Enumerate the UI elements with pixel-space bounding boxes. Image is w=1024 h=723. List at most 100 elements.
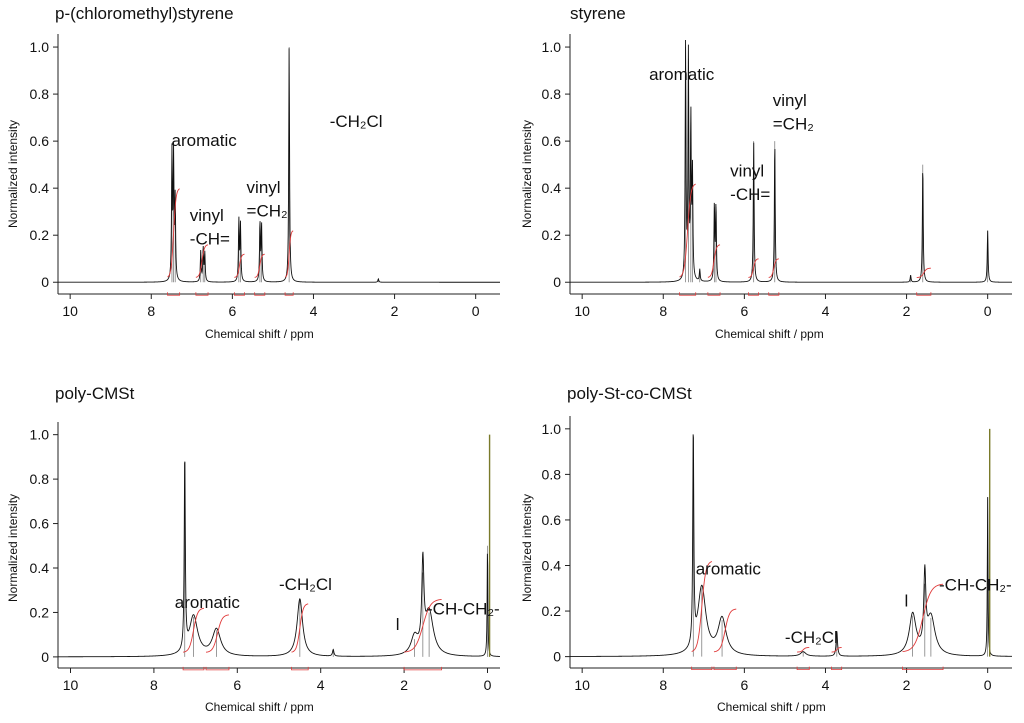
integral-curve bbox=[404, 599, 442, 653]
x-tick-label: 10 bbox=[574, 677, 590, 693]
x-tick-label: 4 bbox=[317, 677, 325, 693]
integral-curve bbox=[797, 647, 810, 653]
spectrum-plot: 0 0.2 0.4 0.6 0.8 1.0 10 8 6 4 2 0 aromatic vinyl -CH=… bbox=[30, 34, 500, 319]
peak-annotation: -CH= bbox=[190, 230, 230, 249]
x-tick-label: 2 bbox=[400, 677, 408, 693]
integral-bracket bbox=[748, 292, 759, 296]
y-tick-label: 0.8 bbox=[30, 86, 50, 102]
x-tick-label: 2 bbox=[391, 303, 399, 319]
x-tick-label: 6 bbox=[228, 303, 236, 319]
x-tick-label: 2 bbox=[903, 677, 911, 693]
integral-bracket bbox=[902, 666, 944, 671]
y-tick-label: 1.0 bbox=[542, 39, 562, 55]
integral-curve bbox=[691, 561, 713, 652]
y-tick-label: 1.0 bbox=[30, 39, 50, 55]
y-tick-label: 1.0 bbox=[30, 427, 50, 443]
y-tick-label: 0 bbox=[553, 274, 561, 290]
peak-annotation: aromatic bbox=[175, 593, 241, 612]
integral-curve bbox=[167, 188, 180, 278]
y-tick-label: 0.6 bbox=[542, 133, 562, 149]
integral-bracket bbox=[796, 666, 810, 671]
spectrum-trace bbox=[570, 39, 1012, 283]
peak-annotation: -CH₂Cl bbox=[279, 575, 332, 594]
peak-annotation: =CH₂ bbox=[773, 114, 814, 133]
integral-curve bbox=[902, 583, 944, 653]
x-tick-label: 10 bbox=[63, 677, 79, 693]
spectrum-trace bbox=[570, 434, 1013, 657]
peak-annotation: vinyl bbox=[730, 161, 764, 180]
integral-curve bbox=[254, 253, 265, 278]
y-tick-label: 0.8 bbox=[542, 86, 562, 102]
integral-curve bbox=[195, 244, 209, 278]
y-tick-label: 0.4 bbox=[30, 560, 50, 576]
y-tick-label: 0 bbox=[41, 649, 49, 665]
spectrum-panel-styrene: styrene Normalized intensity Chemical sh… bbox=[512, 0, 1024, 361]
integral-bracket bbox=[679, 292, 697, 296]
chart-title: styrene bbox=[570, 4, 626, 23]
spectrum-trace bbox=[58, 48, 500, 283]
chart-title: poly-CMSt bbox=[55, 384, 135, 403]
x-axis-label: Chemical shift / ppm bbox=[715, 327, 824, 341]
y-tick-label: 1.0 bbox=[542, 421, 562, 437]
peak-annotation: aromatic bbox=[172, 131, 238, 150]
x-tick-label: 6 bbox=[740, 303, 748, 319]
chart-title: poly-St-co-CMSt bbox=[567, 384, 692, 403]
x-tick-label: 10 bbox=[62, 303, 78, 319]
y-tick-label: 0.6 bbox=[30, 133, 50, 149]
integral-bracket bbox=[707, 292, 721, 296]
y-tick-label: 0.2 bbox=[30, 227, 50, 243]
y-tick-label: 0.6 bbox=[542, 512, 562, 528]
peak-annotation: l bbox=[905, 592, 909, 611]
peak-annotation: vinyl bbox=[190, 206, 224, 225]
integral-curve bbox=[768, 258, 779, 278]
peak-annotation: aromatic bbox=[696, 560, 762, 579]
peak-annotation: -CH= bbox=[730, 185, 770, 204]
integral-bracket bbox=[254, 292, 266, 296]
x-tick-label: 4 bbox=[310, 303, 318, 319]
x-tick-label: 10 bbox=[574, 303, 590, 319]
integral-bracket bbox=[691, 666, 713, 671]
integral-curve bbox=[713, 608, 737, 653]
integral-curve bbox=[707, 244, 721, 278]
integral-bracket bbox=[167, 292, 181, 296]
x-tick-label: 6 bbox=[740, 677, 748, 693]
x-tick-label: 6 bbox=[233, 677, 241, 693]
integral-bracket bbox=[713, 666, 737, 671]
x-axis-label: Chemical shift / ppm bbox=[205, 327, 314, 341]
peak-annotation: vinyl bbox=[773, 91, 807, 110]
x-tick-label: 8 bbox=[659, 303, 667, 319]
x-tick-label: 2 bbox=[903, 303, 911, 319]
integral-curve bbox=[679, 183, 696, 278]
x-tick-label: 0 bbox=[984, 677, 992, 693]
y-tick-label: 0.4 bbox=[542, 180, 562, 196]
y-tick-label: 0 bbox=[41, 274, 49, 290]
x-axis-label: Chemical shift / ppm bbox=[717, 700, 826, 714]
integral-bracket bbox=[284, 292, 294, 296]
integral-curve bbox=[748, 258, 759, 278]
spectrum-plot: 0 0.2 0.4 0.6 0.8 1.0 10 8 6 4 2 0 aromatic -CH₂Cl -CH… bbox=[30, 422, 500, 693]
integral-bracket bbox=[403, 666, 443, 671]
integral-bracket bbox=[205, 666, 230, 671]
y-tick-label: 0.4 bbox=[542, 558, 562, 574]
spectrum-trace bbox=[58, 461, 500, 658]
peak-annotation: -CH₂Cl bbox=[785, 628, 838, 647]
integral-bracket bbox=[291, 666, 309, 671]
x-tick-label: 8 bbox=[659, 677, 667, 693]
peak-annotation: aromatic bbox=[649, 65, 715, 84]
x-tick-label: 4 bbox=[822, 303, 830, 319]
y-tick-label: 0.2 bbox=[542, 227, 562, 243]
integral-curve bbox=[183, 607, 205, 653]
y-tick-label: 0.2 bbox=[30, 604, 50, 620]
integral-bracket bbox=[182, 666, 205, 671]
integral-curve bbox=[205, 614, 230, 653]
integral-bracket bbox=[768, 292, 780, 296]
x-tick-label: 0 bbox=[484, 677, 492, 693]
integral-curve bbox=[234, 253, 245, 278]
integral-curve bbox=[291, 603, 309, 653]
y-tick-label: 0.6 bbox=[30, 516, 50, 532]
peak-annotation: =CH₂ bbox=[247, 201, 288, 220]
x-axis-label: Chemical shift / ppm bbox=[205, 700, 314, 714]
spectrum-plot: 0 0.2 0.4 0.6 0.8 1.0 10 8 6 4 2 0 aromatic vinyl -CH=… bbox=[542, 34, 1012, 319]
chart-title: p-(chloromethyl)styrene bbox=[55, 4, 234, 23]
x-tick-label: 0 bbox=[984, 303, 992, 319]
